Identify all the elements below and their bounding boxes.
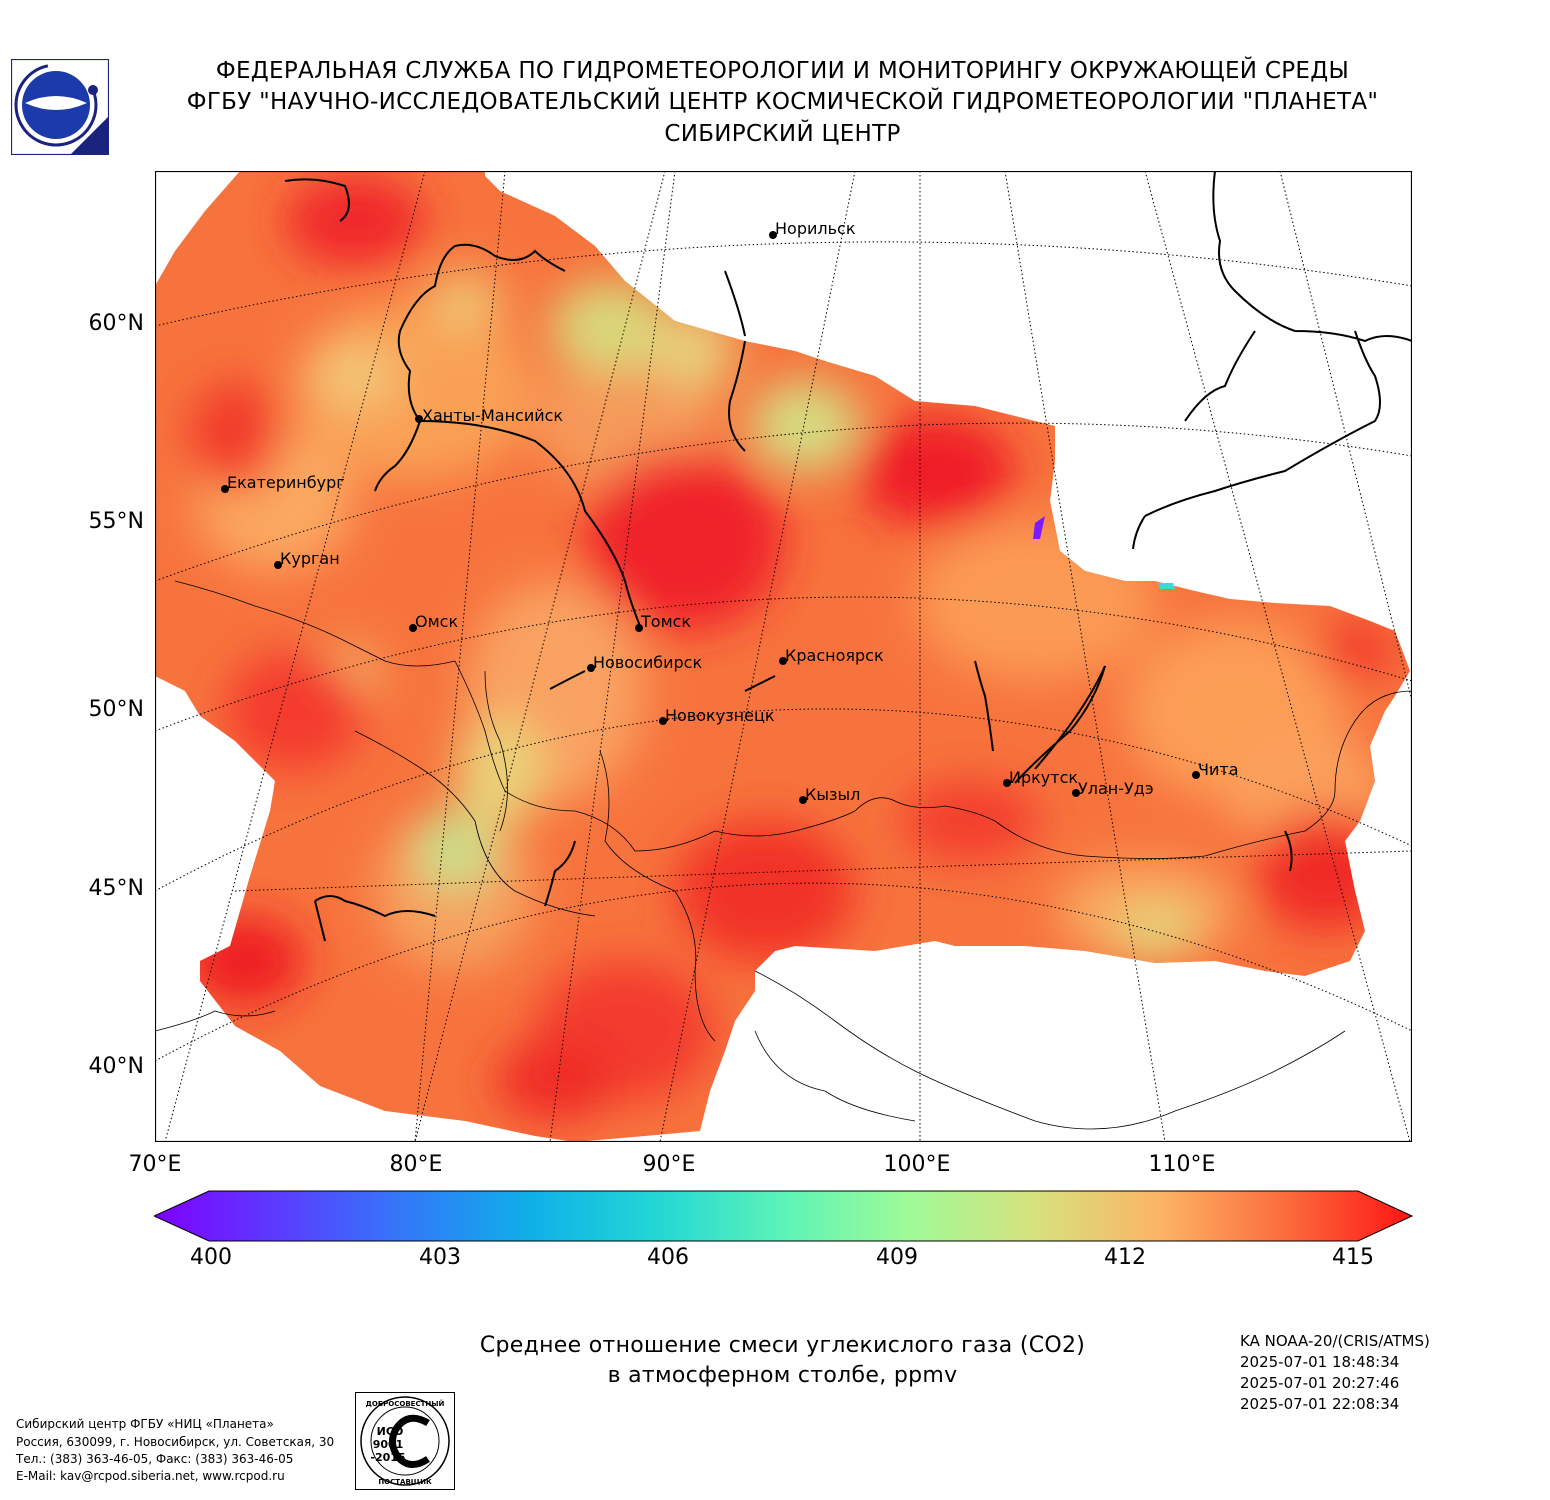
city-label-irkutsk: Иркутск bbox=[1009, 768, 1078, 787]
header-line-2: ФГБУ "НАУЧНО-ИССЛЕДОВАТЕЛЬСКИЙ ЦЕНТР КОС… bbox=[186, 89, 1379, 115]
city-norilsk: Норильск bbox=[769, 219, 856, 239]
city-krasnoyarsk: Красноярск bbox=[779, 646, 884, 665]
iso-stamp-top: ДОБРОСОВЕСТНЫЙ bbox=[366, 1399, 445, 1408]
colorbar bbox=[154, 1190, 1413, 1242]
city-kurgan: Курган bbox=[274, 549, 340, 569]
iso-stamp: ДОБРОСОВЕСТНЫЙ ИСО 9001 -2015 ПОСТАВЩИК bbox=[355, 1392, 455, 1490]
lon-label-100: 100°E bbox=[883, 1152, 951, 1177]
lat-label-45: 45°N bbox=[88, 876, 144, 901]
header-line-1: ФЕДЕРАЛЬНАЯ СЛУЖБА ПО ГИДРОМЕТЕОРОЛОГИИ … bbox=[215, 58, 1350, 84]
pass-time-2: 2025-07-01 20:27:46 bbox=[1240, 1374, 1400, 1392]
colorbar-tick-403: 403 bbox=[419, 1245, 461, 1270]
caption-line-1: Среднее отношение смеси углекислого газа… bbox=[479, 1333, 1086, 1358]
city-novosibirsk: Новосибирск bbox=[587, 653, 702, 672]
city-chita: Чита bbox=[1192, 760, 1239, 779]
contact-line-3: Тел.: (383) 363-46-05, Факс: (383) 363-4… bbox=[16, 1452, 294, 1466]
city-label-ulan-ude: Улан-Удэ bbox=[1078, 779, 1154, 798]
city-label-ekaterinburg: Екатеринбург bbox=[227, 473, 345, 492]
contact-line-1: Сибирский центр ФГБУ «НИЦ «Планета» bbox=[16, 1417, 274, 1431]
city-label-novosibirsk: Новосибирск bbox=[593, 653, 702, 672]
colorbar-tick-412: 412 bbox=[1104, 1245, 1146, 1270]
city-label-omsk: Омск bbox=[415, 612, 458, 631]
city-ulan-ude: Улан-Удэ bbox=[1072, 779, 1154, 798]
city-novokuznetsk: Новокузнецк bbox=[659, 706, 775, 725]
pass-time-3: 2025-07-01 22:08:34 bbox=[1240, 1395, 1400, 1413]
planeta-logo bbox=[10, 58, 110, 156]
colorbar-tick-400: 400 bbox=[190, 1245, 232, 1270]
lon-label-110: 110°E bbox=[1148, 1152, 1216, 1177]
city-label-kyzyl: Кызыл bbox=[805, 785, 860, 804]
lon-label-90: 90°E bbox=[642, 1152, 696, 1177]
city-label-norilsk: Норильск bbox=[775, 219, 856, 238]
lat-label-40: 40°N bbox=[88, 1054, 144, 1079]
satellite-name: KA NOAA-20/(CRIS/ATMS) bbox=[1240, 1332, 1430, 1350]
city-label-krasnoyarsk: Красноярск bbox=[785, 646, 884, 665]
city-markers: Норильск Ханты-Мансийск Екатеринбург Кур… bbox=[221, 219, 1239, 804]
contact-line-4: E-Mail: kav@rcpod.siberia.net, www.rcpod… bbox=[16, 1469, 285, 1483]
lon-label-70: 70°E bbox=[128, 1152, 182, 1177]
colorbar-tick-415: 415 bbox=[1332, 1245, 1374, 1270]
iso-stamp-iso: ИСО bbox=[377, 1425, 404, 1438]
lat-label-50: 50°N bbox=[88, 697, 144, 722]
caption-line-2: в атмосферном столбе, ppmv bbox=[607, 1363, 958, 1388]
city-label-kurgan: Курган bbox=[280, 549, 340, 568]
contact-line-2: Россия, 630099, г. Новосибирск, ул. Сове… bbox=[16, 1435, 335, 1449]
city-khanty-mansiysk: Ханты-Мансийск bbox=[415, 406, 563, 425]
lat-label-55: 55°N bbox=[88, 509, 144, 534]
header-line-3: СИБИРСКИЙ ЦЕНТР bbox=[664, 121, 901, 147]
colorbar-tick-409: 409 bbox=[876, 1245, 918, 1270]
city-ekaterinburg: Екатеринбург bbox=[221, 473, 345, 493]
city-omsk: Омск bbox=[409, 612, 458, 632]
city-label-novokuznetsk: Новокузнецк bbox=[665, 706, 775, 725]
city-label-tomsk: Томск bbox=[640, 612, 691, 631]
lat-label-60: 60°N bbox=[88, 311, 144, 336]
co2-map: Норильск Ханты-Мансийск Екатеринбург Кур… bbox=[155, 171, 1412, 1142]
lon-label-80: 80°E bbox=[389, 1152, 443, 1177]
city-tomsk: Томск bbox=[635, 612, 691, 632]
iso-stamp-year: -2015 bbox=[370, 1451, 405, 1464]
pass-time-1: 2025-07-01 18:48:34 bbox=[1240, 1353, 1400, 1371]
city-label-khanty-mansiysk: Ханты-Мансийск bbox=[422, 406, 563, 425]
iso-stamp-bottom: ПОСТАВЩИК bbox=[378, 1478, 432, 1486]
city-irkutsk: Иркутск bbox=[1003, 768, 1078, 787]
colorbar-tick-406: 406 bbox=[647, 1245, 689, 1270]
city-label-chita: Чита bbox=[1198, 760, 1239, 779]
city-kyzyl: Кызыл bbox=[799, 785, 860, 804]
iso-stamp-num: 9001 bbox=[373, 1438, 404, 1451]
